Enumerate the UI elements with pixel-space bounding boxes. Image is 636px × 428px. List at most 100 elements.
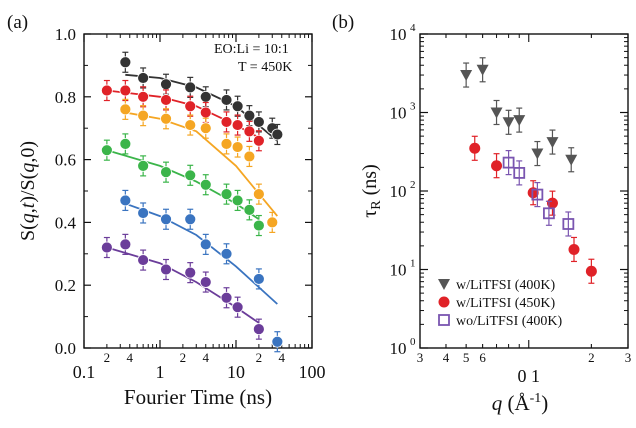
data-point [243, 125, 256, 138]
panel-a-y-axis: 0.0 0.2 0.4 0.6 0.8 1.0 [55, 25, 312, 358]
y-tick-label: 0.0 [55, 339, 76, 358]
y-tick-label: 0.4 [55, 213, 77, 232]
marker-square [543, 207, 555, 220]
x-minor-tick-label: 4 [279, 350, 286, 365]
data-point [243, 109, 256, 122]
x-tick-label: 3 [625, 350, 632, 365]
data-point [119, 238, 132, 251]
panel-a-data-points [100, 51, 284, 353]
marker-triangle [546, 137, 559, 149]
data-point [137, 207, 150, 219]
marker-circle [438, 296, 450, 308]
marker-circle [469, 142, 481, 154]
data-point [243, 150, 256, 163]
marker-triangle [490, 107, 503, 119]
data-point [252, 134, 265, 147]
y-tick-exponent: 0 [410, 336, 416, 348]
data-point [252, 219, 265, 232]
x-tick-label: 0.1 [73, 362, 96, 382]
panel-b-label: (b) [332, 12, 354, 33]
data-point [184, 81, 197, 94]
data-point [199, 90, 212, 103]
y-tick-label: 10 [390, 339, 407, 358]
data-point [137, 90, 150, 103]
x-minor-tick-label: 2 [104, 350, 111, 365]
data-point [184, 119, 197, 131]
panel-a-x-axis: 0.1 1 10 100 2 4 2 4 2 4 [73, 34, 326, 382]
x-minor-tick-label: 4 [127, 350, 134, 365]
data-point [100, 241, 113, 254]
y-tick-label: 0.8 [55, 88, 76, 107]
marker-circle [546, 197, 558, 209]
x-tick-label: 100 [299, 362, 326, 382]
y-tick-label: 10 [390, 104, 407, 123]
y-tick-exponent: 4 [410, 22, 416, 34]
marker-triangle [476, 64, 489, 76]
x-tick-label: 10 [227, 362, 245, 382]
data-point [220, 247, 233, 260]
data-point [119, 84, 132, 97]
data-point [231, 301, 244, 314]
data-point [220, 188, 233, 201]
y-tick-label: 10 [390, 182, 407, 201]
x-minor-tick-label: 4 [203, 350, 210, 365]
data-point [119, 56, 132, 69]
panel-b-x-axis-label: q (Å-1) [492, 391, 549, 415]
x-tick-label: 2 [588, 350, 595, 365]
x-minor-tick-label: 2 [256, 350, 263, 365]
data-point [252, 188, 265, 201]
data-point [100, 144, 113, 157]
x-tick-label: 4 [443, 350, 450, 365]
x-tick-label: 6 [479, 350, 486, 365]
fit-curve [124, 202, 278, 305]
data-point [271, 335, 284, 348]
legend-label: w/LiTFSI (400K) [456, 278, 556, 293]
marker-square [513, 167, 526, 179]
data-point [199, 178, 212, 191]
data-point [252, 116, 265, 128]
marker-triangle [502, 117, 515, 129]
data-point [271, 128, 284, 141]
data-point [266, 216, 279, 229]
data-point [160, 112, 172, 125]
marker-triangle [460, 70, 473, 82]
marker-triangle [531, 148, 544, 160]
y-tick-exponent: 2 [410, 179, 416, 191]
data-point [184, 213, 197, 226]
data-point [199, 106, 212, 119]
data-point [220, 137, 233, 150]
marker-triangle [565, 154, 578, 166]
panel-a-y-axis-label: S(q,t)/S(q,0) [17, 141, 39, 241]
marker-square [562, 218, 575, 230]
marker-square [531, 188, 544, 201]
marker-square [438, 314, 450, 326]
panel-b-data-points [460, 57, 597, 284]
data-point [160, 166, 172, 179]
data-point [231, 100, 244, 113]
panel-a: (a) 0.0 0.2 0.4 0.6 0.8 1.0 0.1 1 10 100 2 4 2 4 2 4 E… [7, 12, 326, 409]
y-tick-label: 0.2 [55, 276, 76, 295]
marker-circle [491, 160, 503, 172]
panel-b-x-axis: 3 4 5 6 0 1 2 3 [417, 34, 632, 386]
data-point [160, 78, 172, 91]
data-point [137, 72, 150, 84]
data-point [100, 84, 113, 97]
panel-a-label: (a) [7, 12, 28, 33]
y-tick-exponent: 1 [410, 258, 416, 270]
data-point [160, 263, 172, 276]
panel-a-frame [83, 33, 313, 349]
data-point [252, 273, 265, 285]
data-point [184, 266, 197, 279]
panel-a-x-axis-label: Fourier Time (ns) [124, 385, 272, 409]
y-tick-label: 0.6 [55, 151, 76, 170]
marker-circle [585, 265, 597, 277]
marker-circle [568, 243, 580, 255]
data-point [137, 109, 150, 122]
annotation-line-1: EO:Li = 10:1 [214, 42, 289, 57]
data-point [137, 159, 150, 172]
data-point [184, 169, 197, 182]
data-point [160, 213, 172, 226]
